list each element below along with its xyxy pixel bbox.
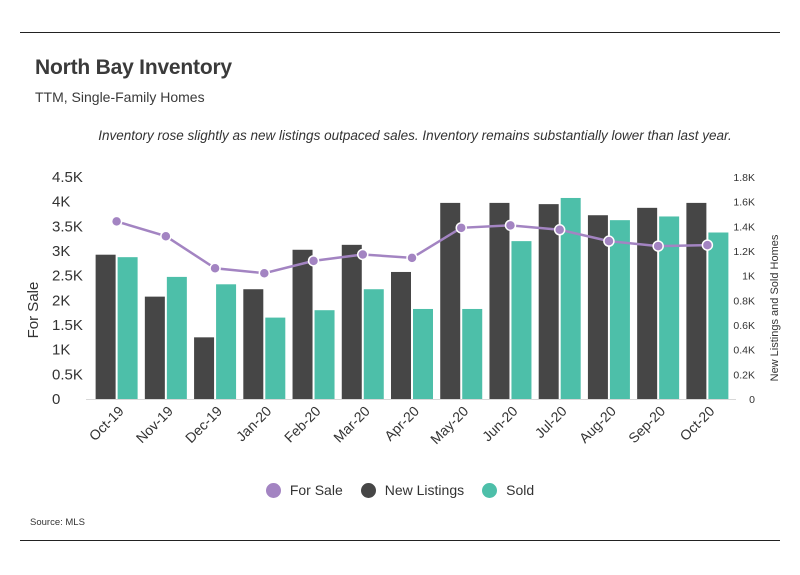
for-sale-point bbox=[258, 267, 271, 279]
legend-swatch-for-sale bbox=[265, 482, 281, 498]
x-tick-label: Dec-19 bbox=[182, 403, 225, 446]
for-sale-point bbox=[406, 252, 418, 264]
sold-bar bbox=[659, 216, 680, 399]
x-tick-label: May-20 bbox=[427, 403, 471, 447]
y-tick-label: 3.5K bbox=[52, 218, 83, 235]
legend-item-new-listings: New Listings bbox=[360, 482, 465, 498]
legend-swatch-sold bbox=[482, 482, 498, 498]
y-axis-label: For Sale bbox=[25, 282, 42, 339]
new-listings-bar bbox=[489, 202, 510, 399]
bottom-rule bbox=[20, 540, 780, 541]
sold-bar bbox=[314, 310, 335, 399]
chart-title: North Bay Inventory bbox=[35, 56, 232, 79]
new-listings-bar bbox=[341, 244, 362, 399]
y2-tick-label: 1.8K bbox=[733, 172, 755, 184]
y-tick-label: 1K bbox=[52, 342, 70, 359]
y-tick-label: 2.5K bbox=[52, 268, 83, 285]
new-listings-bar bbox=[587, 215, 608, 399]
y-tick-label: 0 bbox=[52, 391, 60, 408]
sold-bar bbox=[511, 241, 532, 399]
sold-bar bbox=[413, 308, 433, 399]
legend-item-sold: Sold bbox=[482, 482, 534, 498]
for-sale-line-layer bbox=[110, 215, 714, 279]
sold-bar bbox=[265, 317, 286, 399]
x-tick-label: Sep-20 bbox=[625, 403, 668, 446]
x-tick-label: Apr-20 bbox=[381, 403, 422, 444]
y2-tick-label: 1K bbox=[742, 271, 755, 283]
x-tick-label: Jan-20 bbox=[233, 403, 275, 445]
y-tick-label: 1.5K bbox=[52, 317, 83, 334]
sold-bar bbox=[708, 232, 729, 399]
new-listings-bar bbox=[391, 271, 411, 399]
for-sale-point bbox=[160, 230, 172, 242]
sold-bar bbox=[166, 276, 187, 399]
x-tick-label: Jul-20 bbox=[532, 403, 570, 441]
y2-tick-label: 0 bbox=[749, 394, 755, 406]
x-tick-label: Mar-20 bbox=[330, 403, 373, 446]
x-tick-label: Oct-19 bbox=[86, 403, 127, 444]
for-sale-point bbox=[553, 224, 566, 236]
new-listings-bar bbox=[144, 296, 165, 399]
top-rule bbox=[20, 32, 780, 33]
legend-item-for-sale: For Sale bbox=[265, 482, 343, 498]
for-sale-point bbox=[455, 222, 467, 234]
for-sale-point bbox=[603, 235, 615, 247]
sold-bar bbox=[462, 308, 483, 399]
y-tick-label: 0.5K bbox=[52, 366, 83, 383]
legend-label-new-listings: New Listings bbox=[384, 482, 465, 498]
y-tick-label: 2K bbox=[52, 292, 70, 309]
y2-axis-label: New Listings and Sold Homes bbox=[769, 234, 781, 381]
for-sale-point bbox=[357, 248, 369, 261]
new-listings-bar bbox=[95, 254, 116, 399]
y2-tick-label: 1.2K bbox=[733, 246, 755, 258]
x-tick-label: Jun-20 bbox=[479, 403, 521, 445]
y2-tick-label: 1.6K bbox=[733, 197, 755, 209]
for-sale-point bbox=[307, 255, 320, 267]
sold-bar bbox=[216, 284, 237, 399]
y2-tick-label: 0.6K bbox=[733, 320, 755, 332]
for-sale-point bbox=[652, 240, 664, 252]
y-tick-label: 4K bbox=[52, 194, 70, 211]
chart-subtitle: TTM, Single-Family Homes bbox=[35, 89, 205, 105]
x-tick-label: Oct-20 bbox=[676, 403, 717, 444]
source-note: Source: MLS bbox=[30, 517, 85, 528]
sold-bar bbox=[363, 289, 384, 399]
new-listings-bar bbox=[637, 207, 658, 399]
new-listings-bar bbox=[686, 202, 707, 399]
sold-bar bbox=[609, 220, 630, 399]
new-listings-bar bbox=[538, 204, 559, 399]
y-tick-label: 3K bbox=[52, 243, 70, 260]
legend: For Sale New Listings Sold bbox=[0, 482, 800, 498]
legend-label-sold: Sold bbox=[506, 482, 535, 498]
new-listings-bar bbox=[292, 249, 313, 399]
new-listings-bar bbox=[440, 202, 461, 399]
y2-tick-label: 1.4K bbox=[733, 221, 755, 233]
y2-tick-label: 0.8K bbox=[733, 295, 755, 307]
new-listings-bar bbox=[243, 289, 264, 399]
for-sale-point bbox=[504, 219, 517, 232]
y2-tick-label: 0.4K bbox=[733, 345, 755, 357]
legend-label-for-sale: For Sale bbox=[289, 482, 343, 498]
y2-tick-label: 0.2K bbox=[733, 369, 755, 381]
new-listings-bar bbox=[194, 337, 215, 399]
legend-swatch-new-listings bbox=[360, 482, 376, 498]
for-sale-point bbox=[110, 215, 123, 228]
for-sale-point bbox=[209, 262, 221, 275]
for-sale-point bbox=[701, 239, 714, 251]
chart-annotation: Inventory rose slightly as new listings … bbox=[98, 128, 732, 143]
sold-bar bbox=[117, 257, 138, 399]
x-tick-label: Aug-20 bbox=[576, 403, 619, 446]
bars-layer bbox=[95, 197, 729, 399]
x-tick-label: Nov-19 bbox=[133, 403, 176, 446]
y-tick-label: 4.5K bbox=[52, 169, 83, 186]
sold-bar bbox=[560, 197, 581, 399]
x-tick-label: Feb-20 bbox=[281, 403, 324, 446]
